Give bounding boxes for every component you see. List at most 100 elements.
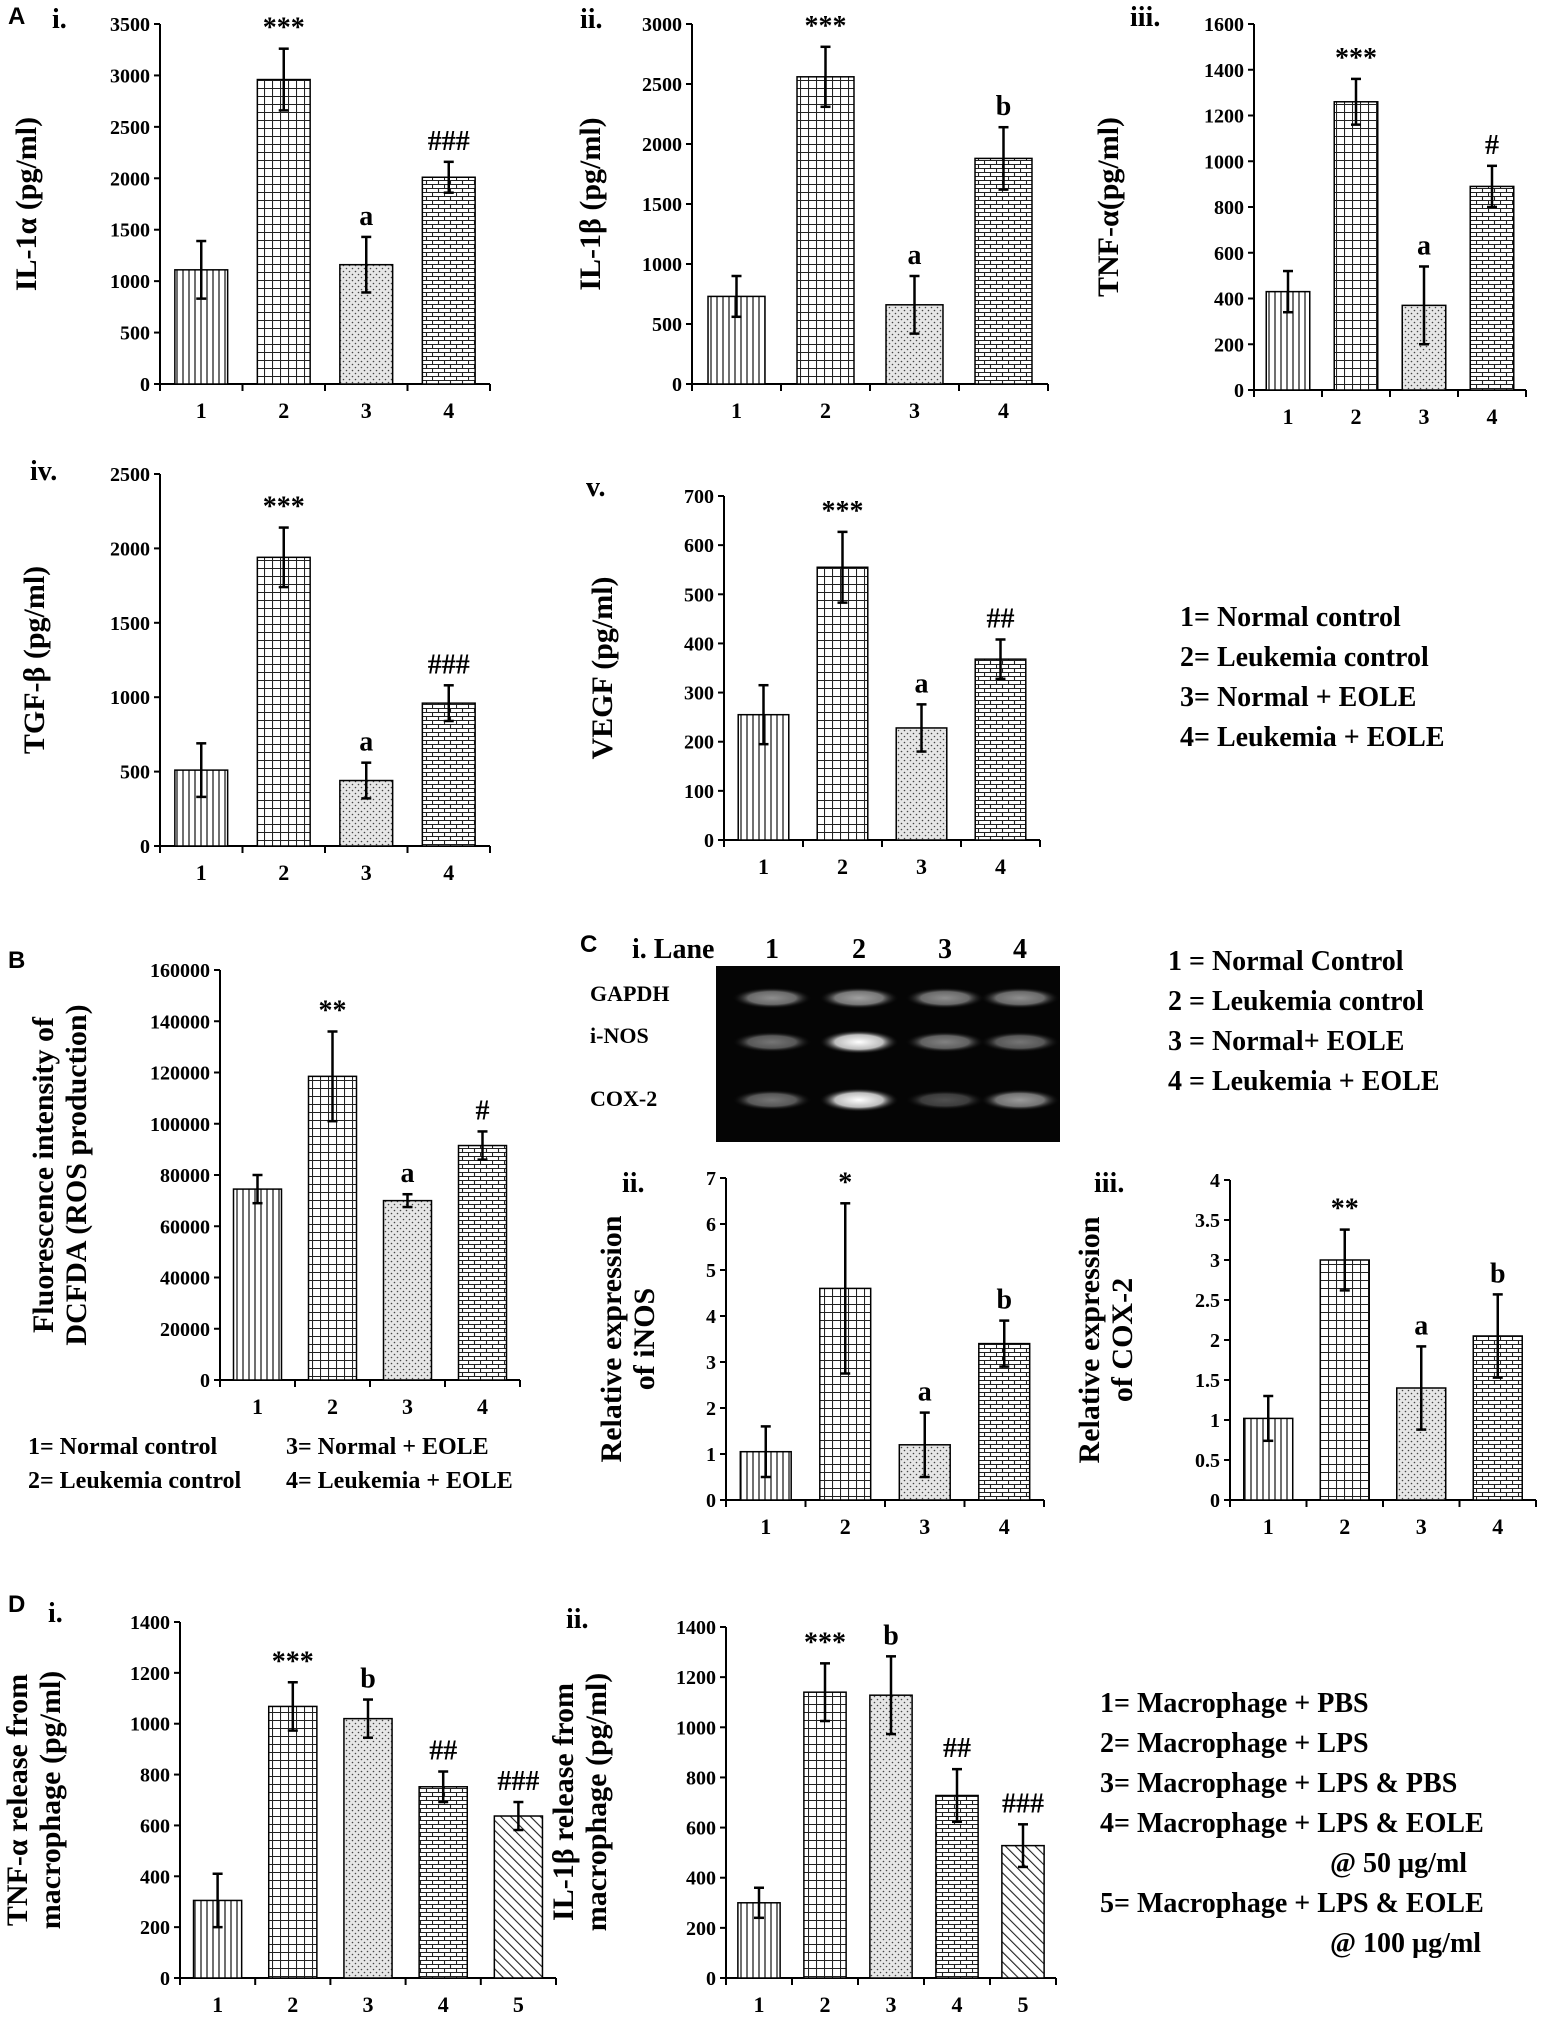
legend-b-item-3: 3= Normal + EOLE	[286, 1434, 489, 1460]
bar	[421, 176, 476, 385]
y-axis-label: Relative expressionof COX-2	[1073, 1216, 1139, 1463]
category-label: 1	[758, 854, 769, 879]
y-tick-label: 700	[684, 486, 714, 508]
chart-a-i: 0 500 1000 1500 2000 2500 3000 3500 1 *** 2 a 3 ### 4 I…	[10, 4, 491, 423]
significance-label: ###	[1002, 1788, 1044, 1819]
significance-label: ###	[428, 126, 470, 157]
gel-lane-2: 2	[852, 934, 866, 965]
y-tick-label: 1	[1210, 1410, 1220, 1432]
bar	[343, 1717, 393, 1979]
significance-label: ***	[263, 13, 305, 44]
legend-a-item-3: 3= Normal + EOLE	[1180, 682, 1416, 713]
y-tick-label: 400	[140, 1866, 170, 1888]
chart-c-ii: 0 1 2 3 4 5 6 7 1 * 2 a 3 b 4 Relative expressionof iNO…	[595, 1167, 1045, 1539]
bar	[256, 556, 311, 847]
y-tick-label: 1200	[676, 1667, 716, 1689]
y-tick-label: 160000	[150, 960, 210, 982]
category-label: 1	[1263, 1514, 1274, 1539]
gel-lane-header: i. Lane	[632, 934, 714, 965]
bar	[1319, 1259, 1370, 1501]
bar	[1469, 185, 1515, 391]
chart-d-i: 0 200 400 600 800 1000 1200 1400 1 *** 2 b 3 ## 4 ### 5 T…	[1, 1598, 557, 2017]
category-label: 1	[196, 860, 207, 885]
y-tick-label: 0	[704, 830, 714, 852]
category-label: 1	[212, 1992, 223, 2017]
y-tick-label: 500	[120, 323, 150, 345]
bar	[256, 78, 311, 385]
legend-d-item-1: 1= Macrophage + PBS	[1100, 1688, 1369, 1719]
y-tick-label: 1600	[1204, 14, 1244, 36]
panel-label: i.	[48, 1598, 63, 1629]
y-tick-label: 600	[684, 535, 714, 557]
bar	[803, 1691, 847, 1979]
y-tick-label: 600	[1214, 243, 1244, 265]
y-tick-label: 20000	[160, 1319, 210, 1341]
significance-label: ##	[987, 603, 1015, 634]
category-label: 4	[438, 1992, 449, 2017]
y-tick-label: 0	[706, 1968, 716, 1990]
y-axis-label: VEGF (pg/ml)	[586, 576, 619, 759]
y-axis-label-line: of COX-2	[1106, 1278, 1139, 1402]
y-tick-label: 1200	[1204, 106, 1244, 128]
chart-a-iii: 0 200 400 600 800 1000 1200 1400 1600 1 *** 2 a 3 #4 TN…	[1092, 2, 1527, 429]
panel-label: v.	[586, 472, 605, 503]
significance-label: ***	[1335, 43, 1377, 74]
panel-label: ii.	[580, 4, 603, 35]
y-tick-label: 200	[686, 1918, 716, 1940]
y-tick-label: 4	[706, 1306, 716, 1328]
bar	[816, 566, 869, 841]
significance-label: a	[359, 727, 373, 758]
category-label: 1	[1283, 404, 1294, 429]
y-tick-label: 300	[684, 683, 714, 705]
y-tick-label: 1000	[642, 254, 682, 276]
category-label: 2	[287, 1992, 298, 2017]
y-tick-label: 1000	[676, 1717, 716, 1739]
chart-c-iii: 0 0.5 1 1.5 2 2.5 3 3.5 4 1 ** 2 a 3 b 4 Relative expres…	[1073, 1168, 1537, 1539]
legend-d-item-3: 3= Macrophage + LPS & PBS	[1100, 1768, 1457, 1799]
y-tick-label: 600	[686, 1818, 716, 1840]
bar	[978, 1342, 1031, 1501]
category-label: 3	[1419, 404, 1430, 429]
y-tick-label: 3500	[110, 14, 150, 36]
y-axis-label: Fluorescence intensity ofDCFDA (ROS prod…	[27, 1004, 93, 1345]
gel-band	[905, 987, 985, 1009]
significance-label: b	[1490, 1258, 1506, 1289]
gel-band	[980, 1089, 1060, 1111]
y-tick-label: 0	[1210, 1490, 1220, 1512]
y-tick-label: 3.5	[1195, 1210, 1220, 1232]
category-label: 2	[327, 1394, 338, 1419]
category-label: 2	[278, 398, 289, 423]
y-axis-label-line: of iNOS	[628, 1288, 661, 1391]
gel-band	[819, 987, 899, 1009]
category-label: 4	[998, 398, 1009, 423]
legend-d-item-4-dose: @ 50 µg/ml	[1330, 1848, 1467, 1879]
chart-b: 0 20000 40000 60000 80000 100000 120000 140000 1…	[27, 960, 521, 1419]
bar	[974, 658, 1027, 841]
y-tick-label: 3000	[642, 14, 682, 36]
y-tick-label: 1000	[130, 1714, 170, 1736]
y-tick-label: 0	[200, 1370, 210, 1392]
significance-label: a	[1414, 1310, 1428, 1341]
y-tick-label: 1200	[130, 1663, 170, 1685]
y-tick-label: 1400	[130, 1612, 170, 1634]
chart-a-v: 0 100 200 300 400 500 600 700 1 *** 2 a 3 ## 4 VEGF (pg…	[586, 472, 1041, 879]
gel-band-label-gapdh: GAPDH	[590, 981, 669, 1006]
y-tick-label: 0	[706, 1490, 716, 1512]
significance-label: a	[359, 201, 373, 232]
chart-a-ii: 0 500 1000 1500 2000 2500 3000 1 *** 2 a 3 b 4 IL-1β (…	[574, 4, 1049, 423]
y-tick-label: 140000	[150, 1011, 210, 1033]
legend-c-item-2: 2 = Leukemia control	[1168, 986, 1424, 1017]
significance-label: ##	[943, 1733, 971, 1764]
significance-label: b	[883, 1620, 899, 1651]
gel-band	[732, 1031, 812, 1053]
category-label: 2	[1351, 404, 1362, 429]
y-tick-label: 1500	[110, 613, 150, 635]
category-label: 2	[840, 1514, 851, 1539]
y-axis-label: Relative expressionof iNOS	[595, 1215, 661, 1462]
y-tick-label: 500	[652, 314, 682, 336]
y-tick-label: 100	[684, 781, 714, 803]
y-tick-label: 1500	[110, 220, 150, 242]
bar	[935, 1794, 979, 1979]
y-tick-label: 2500	[110, 117, 150, 139]
